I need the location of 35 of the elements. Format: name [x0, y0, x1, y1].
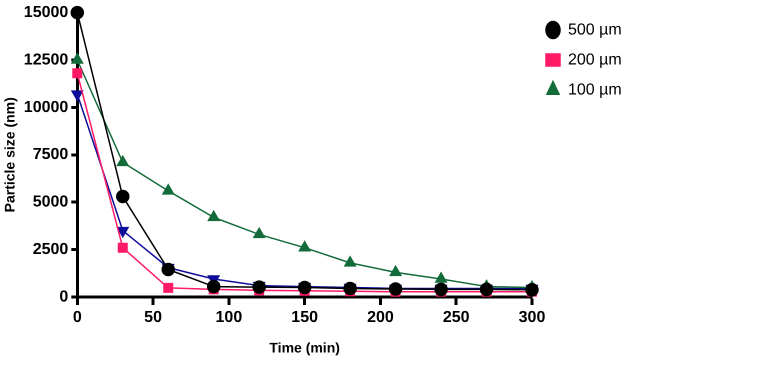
point	[208, 210, 220, 222]
point	[390, 266, 402, 276]
x-tick-label: 300	[518, 309, 546, 326]
x-tick-label: 150	[291, 309, 318, 326]
point	[116, 190, 130, 204]
x-tick-label: 250	[442, 309, 470, 326]
x-tick-label: 0	[72, 309, 82, 326]
y-tick-label: 15000	[24, 4, 68, 22]
legend-label: 100 µm	[568, 81, 622, 98]
x-tick-label: 50	[144, 309, 162, 326]
point	[71, 53, 84, 64]
point	[344, 256, 356, 267]
point	[388, 282, 402, 296]
point	[206, 280, 220, 294]
point	[70, 6, 84, 20]
y-tick-label: 10000	[24, 98, 68, 116]
y-tick-label: 12500	[24, 51, 68, 68]
y-tick-label: 7500	[32, 146, 68, 164]
legend-label: 200 µm	[568, 51, 622, 68]
point	[435, 272, 448, 283]
x-tick-label: 100	[216, 309, 242, 326]
x-tick-label: 200	[367, 309, 394, 326]
point	[253, 228, 266, 238]
legend-label: 500 µm	[568, 21, 622, 38]
point	[298, 240, 311, 252]
point	[116, 156, 129, 166]
x-axis-title: Time (min)	[269, 339, 340, 356]
y-axis-title: Particle size (nm)	[1, 97, 18, 212]
y-tick-label: 5000	[32, 194, 68, 211]
point	[163, 282, 174, 293]
y-tick-label: 0	[59, 288, 68, 306]
point	[72, 68, 82, 78]
point	[162, 184, 174, 195]
y-tick-label: 2500	[32, 241, 68, 258]
point	[118, 242, 128, 253]
